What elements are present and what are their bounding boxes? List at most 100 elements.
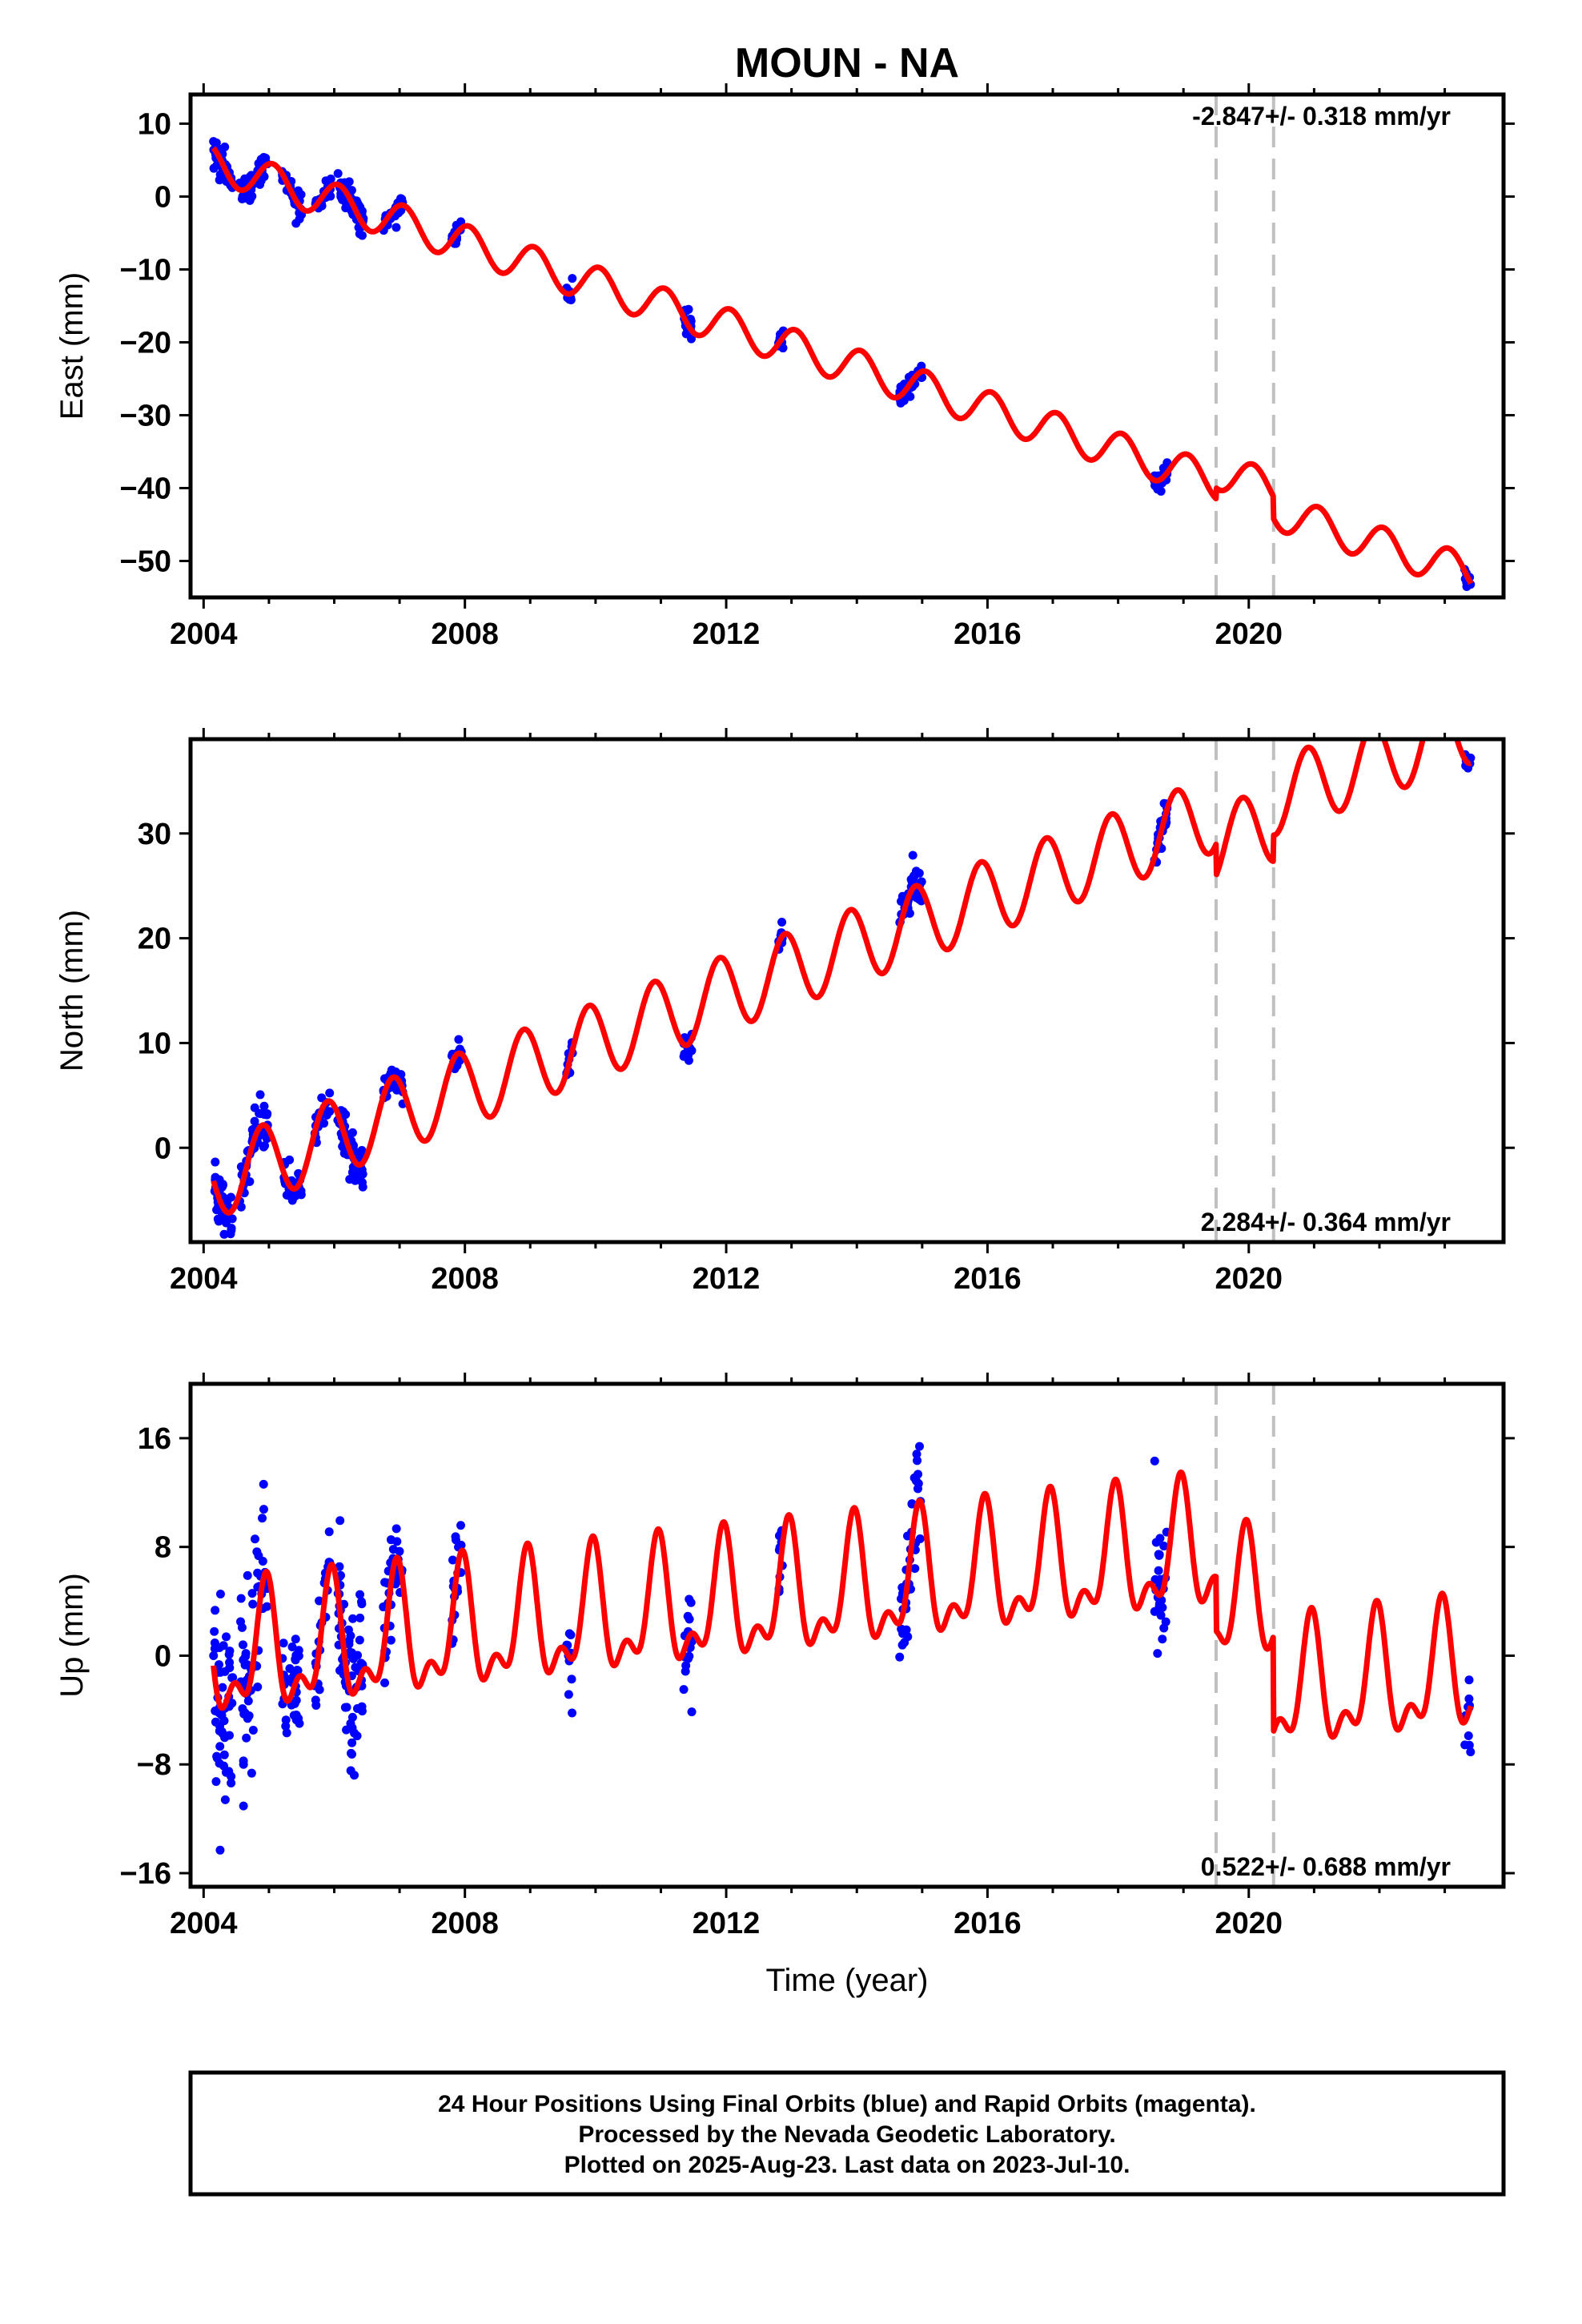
x-tick-label: 2020 xyxy=(1215,1907,1283,1940)
panel-frame xyxy=(188,1381,1506,1889)
data-point xyxy=(357,231,367,240)
plot-area xyxy=(210,739,1476,1242)
data-point xyxy=(1464,1675,1474,1685)
x-axis-label: Time (year) xyxy=(766,1963,929,1998)
data-point xyxy=(215,1742,225,1751)
data-point xyxy=(236,1202,246,1212)
data-point xyxy=(243,1696,253,1706)
footer-frame xyxy=(188,2070,1506,2197)
data-point xyxy=(347,1748,356,1758)
plot-area xyxy=(209,1384,1476,1887)
data-point xyxy=(239,1801,248,1811)
data-point xyxy=(340,1703,350,1712)
data-point xyxy=(913,1456,922,1466)
data-point xyxy=(258,1514,267,1523)
data-point xyxy=(252,1547,262,1557)
data-point xyxy=(259,1142,268,1152)
y-tick-label: 16 xyxy=(138,1422,171,1456)
data-point xyxy=(1157,1595,1166,1605)
data-point xyxy=(568,274,577,283)
x-tick-label: 2008 xyxy=(431,617,499,651)
data-point xyxy=(333,169,343,179)
data-point xyxy=(907,1499,917,1509)
data-point xyxy=(221,1767,231,1777)
x-tick-label: 2016 xyxy=(954,617,1022,651)
data-point xyxy=(679,1685,689,1695)
data-point xyxy=(896,398,905,408)
data-point xyxy=(326,174,335,183)
data-point xyxy=(685,1651,694,1661)
panel-north: 2004 2008 2012 2016 2020 30 20 10 0 North (mm) 2.2… xyxy=(54,728,1515,1296)
data-point xyxy=(906,875,916,884)
data-point xyxy=(567,1675,576,1684)
footer-box: 24 Hour Positions Using Final Orbits (bl… xyxy=(188,2070,1506,2197)
y-tick-label: 10 xyxy=(138,1027,171,1060)
data-point xyxy=(1155,1534,1165,1543)
data-point xyxy=(910,892,920,902)
data-point xyxy=(294,1651,303,1661)
data-point xyxy=(259,1479,268,1489)
data-point xyxy=(448,1555,457,1565)
data-point xyxy=(1154,1566,1163,1575)
data-point xyxy=(239,1709,249,1719)
data-point xyxy=(386,1535,396,1545)
data-point xyxy=(681,1667,690,1676)
data-point xyxy=(566,1630,576,1639)
data-point xyxy=(342,1725,351,1735)
data-point xyxy=(315,1596,324,1606)
data-point xyxy=(284,1191,294,1200)
data-point xyxy=(325,1088,335,1098)
data-point xyxy=(335,1562,344,1571)
panel-east: 2004 2008 2012 2016 2020 10 0 −10 −20 −30 −40 −50 Ea… xyxy=(54,83,1515,651)
data-point xyxy=(357,1597,367,1606)
data-point xyxy=(250,1116,259,1126)
data-point xyxy=(248,1599,258,1609)
data-point xyxy=(211,1157,220,1167)
data-point xyxy=(388,1545,398,1554)
x-tick-label: 2012 xyxy=(693,1907,761,1940)
panel-frame xyxy=(188,92,1506,600)
data-point xyxy=(380,1578,390,1587)
model-curve xyxy=(211,739,1473,1216)
panel-up: 2004 2008 2012 2016 2020 16 8 0 −8 −16 Up (mm) Time… xyxy=(54,1373,1515,1998)
data-point xyxy=(281,1721,291,1731)
x-tick-label: 2008 xyxy=(431,1907,499,1940)
data-point xyxy=(290,1699,299,1708)
data-point xyxy=(211,1717,220,1727)
data-point xyxy=(211,1172,220,1182)
model-curve xyxy=(211,146,1474,585)
footer-line-2: Processed by the Nevada Geodetic Laborat… xyxy=(578,2121,1115,2148)
data-point xyxy=(227,1214,237,1224)
data-point xyxy=(227,1224,236,1233)
data-point xyxy=(239,1759,248,1769)
data-point xyxy=(1150,1456,1159,1466)
data-point xyxy=(355,1590,365,1599)
y-tick-label: 8 xyxy=(155,1531,171,1565)
data-point xyxy=(219,1229,229,1239)
data-point xyxy=(456,1521,466,1530)
x-tick-label: 2008 xyxy=(431,1262,499,1296)
data-point xyxy=(908,850,917,860)
data-point xyxy=(220,143,230,152)
y-axis-label: East (mm) xyxy=(54,272,90,420)
y-tick-label: 20 xyxy=(138,923,171,956)
y-tick-label: −10 xyxy=(120,253,171,287)
data-point xyxy=(1159,1542,1169,1551)
data-point xyxy=(684,1055,693,1065)
y-tick-label: 30 xyxy=(138,818,171,851)
data-point xyxy=(915,1441,925,1451)
data-point xyxy=(454,1035,464,1044)
y-tick-label: 0 xyxy=(155,1132,171,1165)
x-tick-label: 2004 xyxy=(170,617,238,651)
data-point xyxy=(247,1589,257,1598)
data-point xyxy=(685,1594,694,1604)
data-point xyxy=(335,1516,345,1526)
y-axis-label: Up (mm) xyxy=(54,1573,90,1698)
x-tick-label: 2004 xyxy=(170,1262,238,1296)
y-tick-label: −40 xyxy=(120,472,171,505)
data-point xyxy=(355,1635,364,1645)
data-point xyxy=(253,1682,263,1691)
y-tick-label: −20 xyxy=(120,326,171,360)
